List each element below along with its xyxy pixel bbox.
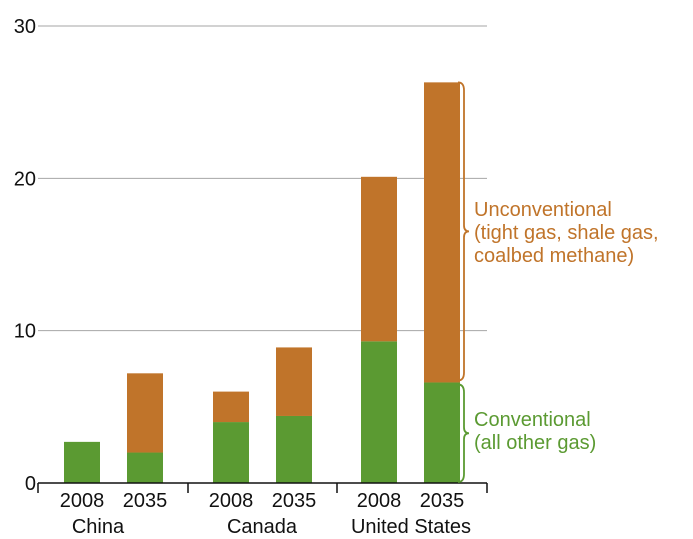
legend-label: (tight gas, shale gas, <box>474 222 659 244</box>
bar-series0-united-states-2008 <box>361 341 397 483</box>
group-label: United States <box>351 516 471 538</box>
y-tick-label: 30 <box>14 16 36 38</box>
x-tick-label: 2035 <box>123 490 168 512</box>
bar-series0-canada-2008 <box>213 422 249 483</box>
gridlines <box>38 25 487 332</box>
x-tick-label: 2008 <box>60 490 105 512</box>
group-label: Canada <box>227 516 298 538</box>
unconventional-brace <box>457 81 470 382</box>
group-label: China <box>72 516 125 538</box>
category-labels: 2008 2035 2008 2035 2008 2035 China Canada Unite… <box>60 490 471 538</box>
bar-series1-united-states-2008 <box>361 176 397 342</box>
bars <box>64 82 460 483</box>
legend-label: (all other gas) <box>474 432 596 454</box>
bar-series0-united-states-2035 <box>424 382 460 483</box>
bar-series1-canada-2008 <box>213 391 249 423</box>
legend: Unconventional(tight gas, shale gas,coal… <box>457 81 659 483</box>
x-tick-label: 2035 <box>420 490 465 512</box>
legend-label: coalbed methane) <box>474 245 634 267</box>
legend-label: Unconventional <box>474 199 612 221</box>
y-tick-label: 20 <box>14 168 36 190</box>
y-tick-label: 10 <box>14 321 36 343</box>
x-tick-label: 2008 <box>357 490 402 512</box>
legend-label: Conventional <box>474 409 591 431</box>
bar-series0-china-2035 <box>127 452 163 483</box>
x-axis <box>37 482 488 493</box>
bar-series1-canada-2035 <box>276 347 312 416</box>
conventional-brace <box>457 383 470 483</box>
x-tick-label: 2008 <box>209 490 254 512</box>
y-tick-label: 0 <box>25 473 36 495</box>
x-tick-label: 2035 <box>272 490 317 512</box>
bar-series0-china-2008 <box>64 441 100 483</box>
y-tick-labels: 0 10 20 30 <box>14 16 36 495</box>
bar-series1-china-2035 <box>127 373 163 453</box>
bar-series1-united-states-2035 <box>424 82 460 383</box>
bar-series0-canada-2035 <box>276 415 312 483</box>
